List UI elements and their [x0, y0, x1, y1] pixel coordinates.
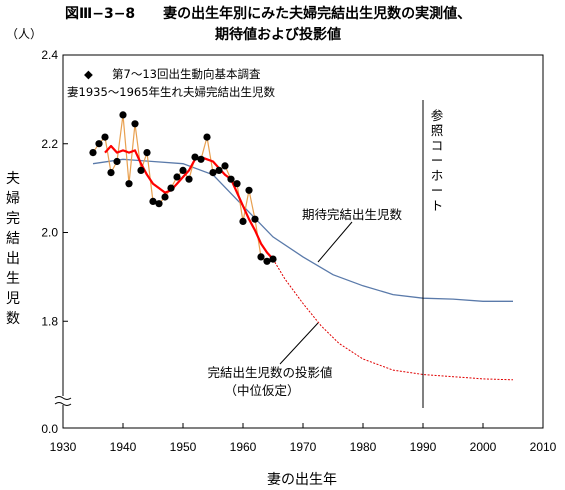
x-tick-label: 1990: [410, 440, 437, 454]
observed-point: [131, 120, 139, 128]
observed-point: [161, 193, 169, 201]
projected-line: [272, 258, 514, 381]
observed-point: [137, 166, 145, 174]
observed-point: [119, 111, 127, 119]
observed-point: [269, 255, 277, 263]
observed-point: [209, 169, 217, 177]
chart-title-line1: 図Ⅲ−3−8 妻の出生年別にみた夫婦完結出生児数の実測値、: [65, 5, 471, 22]
observed-point: [257, 253, 265, 261]
y-axis-label-char: 婦: [6, 190, 20, 207]
axis-break-mark: [54, 396, 72, 406]
series-moving-average: [104, 144, 274, 260]
y-axis-label-char: 出: [6, 251, 20, 267]
y-axis-ticks: 1.8 2.0 2.2 2.4: [41, 48, 68, 328]
legend-line1: 第7～13回出生動向基本調査: [112, 67, 261, 81]
reference-cohort-label-char: 照: [431, 123, 444, 138]
observed-point: [113, 157, 121, 166]
y-axis-label-char: 児: [6, 291, 20, 307]
observed-point: [155, 200, 163, 208]
series-observed-markers: [89, 111, 277, 265]
observed-point: [185, 175, 193, 183]
observed-point: [179, 166, 187, 174]
reference-cohort-label-char: コ: [431, 138, 444, 153]
observed-point: [107, 169, 115, 177]
observed-point: [239, 217, 247, 225]
reference-cohort-label-char: ー: [431, 153, 444, 168]
observed-point: [125, 180, 133, 188]
observed-point: [227, 175, 235, 183]
x-tick-label: 1940: [110, 440, 137, 454]
moving-average-line: [104, 144, 274, 260]
y-axis-label: 夫婦完結出生児数: [6, 171, 20, 327]
observed-point: [245, 186, 253, 194]
annotation-projected-leader: [279, 322, 319, 365]
y-tick-label: 2.2: [41, 137, 58, 151]
y-tick-label: 2.0: [41, 226, 58, 240]
observed-line: [92, 114, 274, 262]
x-tick-label: 2010: [530, 440, 557, 454]
observed-point: [149, 197, 157, 205]
observed-point: [215, 166, 223, 174]
observed-point: [233, 180, 241, 188]
observed-point: [197, 155, 205, 163]
observed-point: [221, 162, 229, 170]
observed-point: [263, 257, 271, 265]
x-tick-label: 1930: [50, 440, 77, 454]
y-axis-label-char: 夫: [6, 171, 20, 187]
observed-point: [203, 133, 211, 141]
x-tick-label: 2000: [470, 440, 497, 454]
y-tick-zero-label: 0.0: [41, 422, 58, 436]
annotation-projected-line1: 完結出生児数の投影値: [207, 365, 332, 380]
observed-point: [95, 140, 103, 148]
x-tick-label: 1950: [170, 440, 197, 454]
legend-marker: ◆: [84, 67, 93, 81]
observed-point: [89, 149, 97, 157]
observed-point: [191, 153, 199, 161]
expected-line: [92, 158, 513, 302]
annotation-expected: 期待完結出生児数: [302, 207, 403, 222]
reference-cohort-label-char: 参: [431, 108, 444, 123]
reference-cohort-label-char: ー: [431, 183, 444, 198]
x-axis-label: 妻の出生年: [267, 472, 337, 488]
unit-label: （人）: [6, 27, 42, 41]
legend-line2: 妻1935～1965年生れ夫婦完結出生児数: [67, 85, 276, 99]
y-axis-label-char: 数: [6, 311, 20, 327]
observed-point: [251, 215, 259, 223]
observed-point: [173, 173, 181, 181]
annotation-projected-line2: （中位仮定）: [224, 383, 299, 398]
series-projected: [272, 258, 514, 381]
y-axis-label-char: 生: [6, 271, 20, 287]
y-axis-label-char: 結: [6, 231, 20, 247]
x-axis-ticks: 1930 1940 1950 1960 1970 1980 1990 2000 2010: [50, 423, 557, 454]
series-expected: [92, 158, 513, 302]
y-axis-label-char: 完: [6, 211, 20, 227]
observed-point: [167, 184, 175, 192]
chart-title-line2: 期待値および投影値: [215, 26, 341, 43]
annotation-expected-leader: [317, 221, 353, 263]
observed-point: [143, 149, 151, 157]
observed-point: [101, 133, 109, 141]
x-tick-label: 1970: [290, 440, 317, 454]
reference-cohort-label-char: ト: [431, 198, 444, 213]
y-tick-label: 1.8: [41, 314, 58, 328]
series-observed: [92, 114, 274, 262]
x-tick-label: 1960: [230, 440, 257, 454]
y-tick-label: 2.4: [41, 48, 58, 62]
reference-cohort-label-char: ホ: [431, 168, 444, 183]
x-tick-label: 1980: [350, 440, 377, 454]
